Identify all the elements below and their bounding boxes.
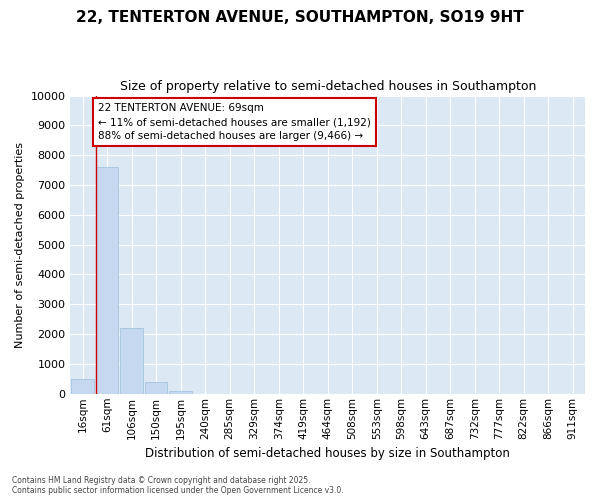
- Bar: [169, 391, 192, 394]
- Bar: [96, 167, 118, 394]
- Bar: [145, 382, 167, 394]
- Text: 22, TENTERTON AVENUE, SOUTHAMPTON, SO19 9HT: 22, TENTERTON AVENUE, SOUTHAMPTON, SO19 …: [76, 10, 524, 25]
- X-axis label: Distribution of semi-detached houses by size in Southampton: Distribution of semi-detached houses by …: [145, 447, 510, 460]
- Title: Size of property relative to semi-detached houses in Southampton: Size of property relative to semi-detach…: [119, 80, 536, 93]
- Bar: [121, 328, 143, 394]
- Text: 22 TENTERTON AVENUE: 69sqm
← 11% of semi-detached houses are smaller (1,192)
88%: 22 TENTERTON AVENUE: 69sqm ← 11% of semi…: [98, 103, 371, 141]
- Text: Contains HM Land Registry data © Crown copyright and database right 2025.
Contai: Contains HM Land Registry data © Crown c…: [12, 476, 344, 495]
- Bar: [71, 379, 94, 394]
- Y-axis label: Number of semi-detached properties: Number of semi-detached properties: [15, 142, 25, 348]
